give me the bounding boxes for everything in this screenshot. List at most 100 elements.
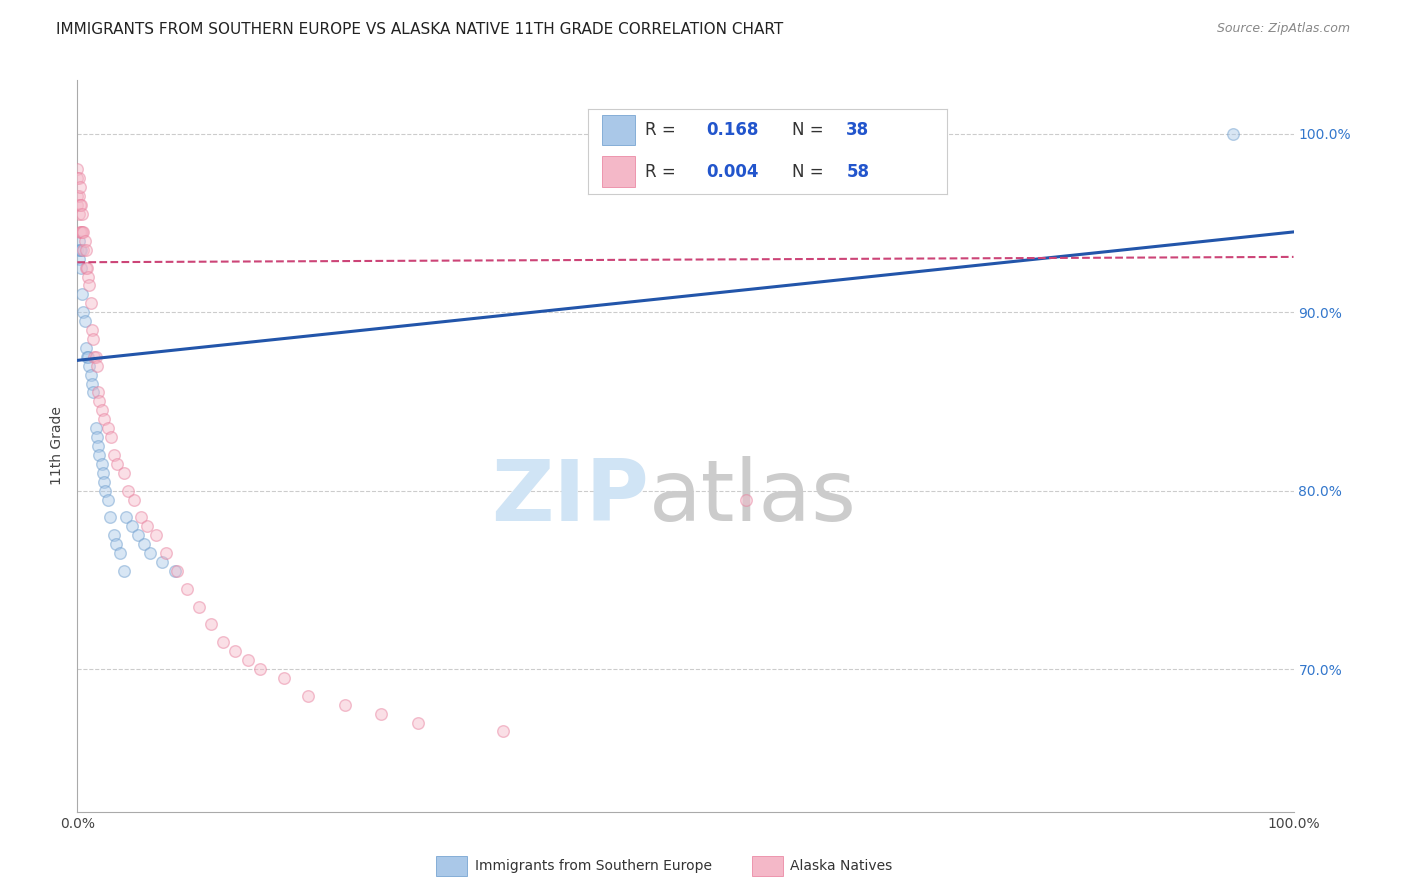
Point [70,198,93,212]
Point [93,475,115,489]
Point [83,350,105,364]
Point [100,430,122,444]
Point [297,689,319,703]
Point [66,162,89,177]
Point [73,234,96,248]
Point [163,564,186,578]
Point [90,457,112,471]
Point [155,546,177,560]
Point [72,243,94,257]
Point [273,671,295,685]
Point [86,359,108,373]
Text: R =: R = [645,162,682,180]
Point [87,385,110,400]
Point [129,510,152,524]
Point [67,171,90,186]
Point [73,314,96,328]
Point [176,582,198,596]
Text: N =: N = [793,162,830,180]
Point [117,483,139,498]
Point [86,430,108,444]
Point [103,528,125,542]
Point [67,207,90,221]
Point [166,564,188,578]
Point [105,537,128,551]
Text: N =: N = [793,121,830,139]
Point [72,225,94,239]
Point [224,644,246,658]
Point [89,394,111,409]
Point [76,260,98,275]
Point [66,198,89,212]
Point [66,171,89,186]
Point [70,287,93,301]
Text: IMMIGRANTS FROM SOUTHERN EUROPE VS ALASKA NATIVE 11TH GRADE CORRELATION CHART: IMMIGRANTS FROM SOUTHERN EUROPE VS ALASK… [56,22,783,37]
Point [67,234,90,248]
Point [91,466,114,480]
Point [492,724,515,739]
Text: 0.004: 0.004 [706,162,759,180]
Point [90,403,112,417]
Point [69,198,91,212]
Point [79,278,101,293]
Point [70,243,93,257]
Y-axis label: 11th Grade: 11th Grade [51,407,65,485]
Point [236,653,259,667]
Point [188,599,211,614]
Point [93,412,115,426]
Point [80,368,103,382]
Point [107,457,129,471]
Point [115,510,138,524]
Point [70,207,93,221]
Point [75,243,97,257]
Point [735,492,758,507]
Text: ZIP: ZIP [491,456,650,539]
Point [82,332,104,346]
Text: Immigrants from Southern Europe: Immigrants from Southern Europe [475,859,713,873]
Point [70,225,93,239]
Text: atlas: atlas [650,456,856,539]
Point [333,698,356,712]
FancyBboxPatch shape [602,156,634,187]
Point [97,421,120,435]
Point [152,555,174,569]
Text: R =: R = [645,121,682,139]
Text: Alaska Natives: Alaska Natives [790,859,893,873]
Point [249,662,271,676]
Text: 0.168: 0.168 [706,121,759,139]
Point [200,617,222,632]
Point [112,564,135,578]
Point [84,350,107,364]
Point [72,305,94,319]
Point [67,252,90,266]
Point [97,492,120,507]
Point [89,448,111,462]
Point [212,635,235,649]
Point [69,180,91,194]
Point [75,260,97,275]
Point [370,706,392,721]
Text: Source: ZipAtlas.com: Source: ZipAtlas.com [1216,22,1350,36]
Point [134,537,156,551]
Point [69,225,91,239]
Text: 38: 38 [846,121,869,139]
Point [80,296,103,310]
Point [103,448,125,462]
Point [82,385,104,400]
Point [80,376,103,391]
Point [77,269,100,284]
Point [70,225,93,239]
Point [69,243,91,257]
Point [145,528,167,542]
Point [79,359,101,373]
Point [76,350,98,364]
Point [108,546,131,560]
Point [77,350,100,364]
Point [70,260,93,275]
Point [112,466,135,480]
Point [67,189,90,203]
Point [1222,127,1244,141]
Point [98,510,121,524]
Point [66,189,89,203]
FancyBboxPatch shape [602,115,634,145]
